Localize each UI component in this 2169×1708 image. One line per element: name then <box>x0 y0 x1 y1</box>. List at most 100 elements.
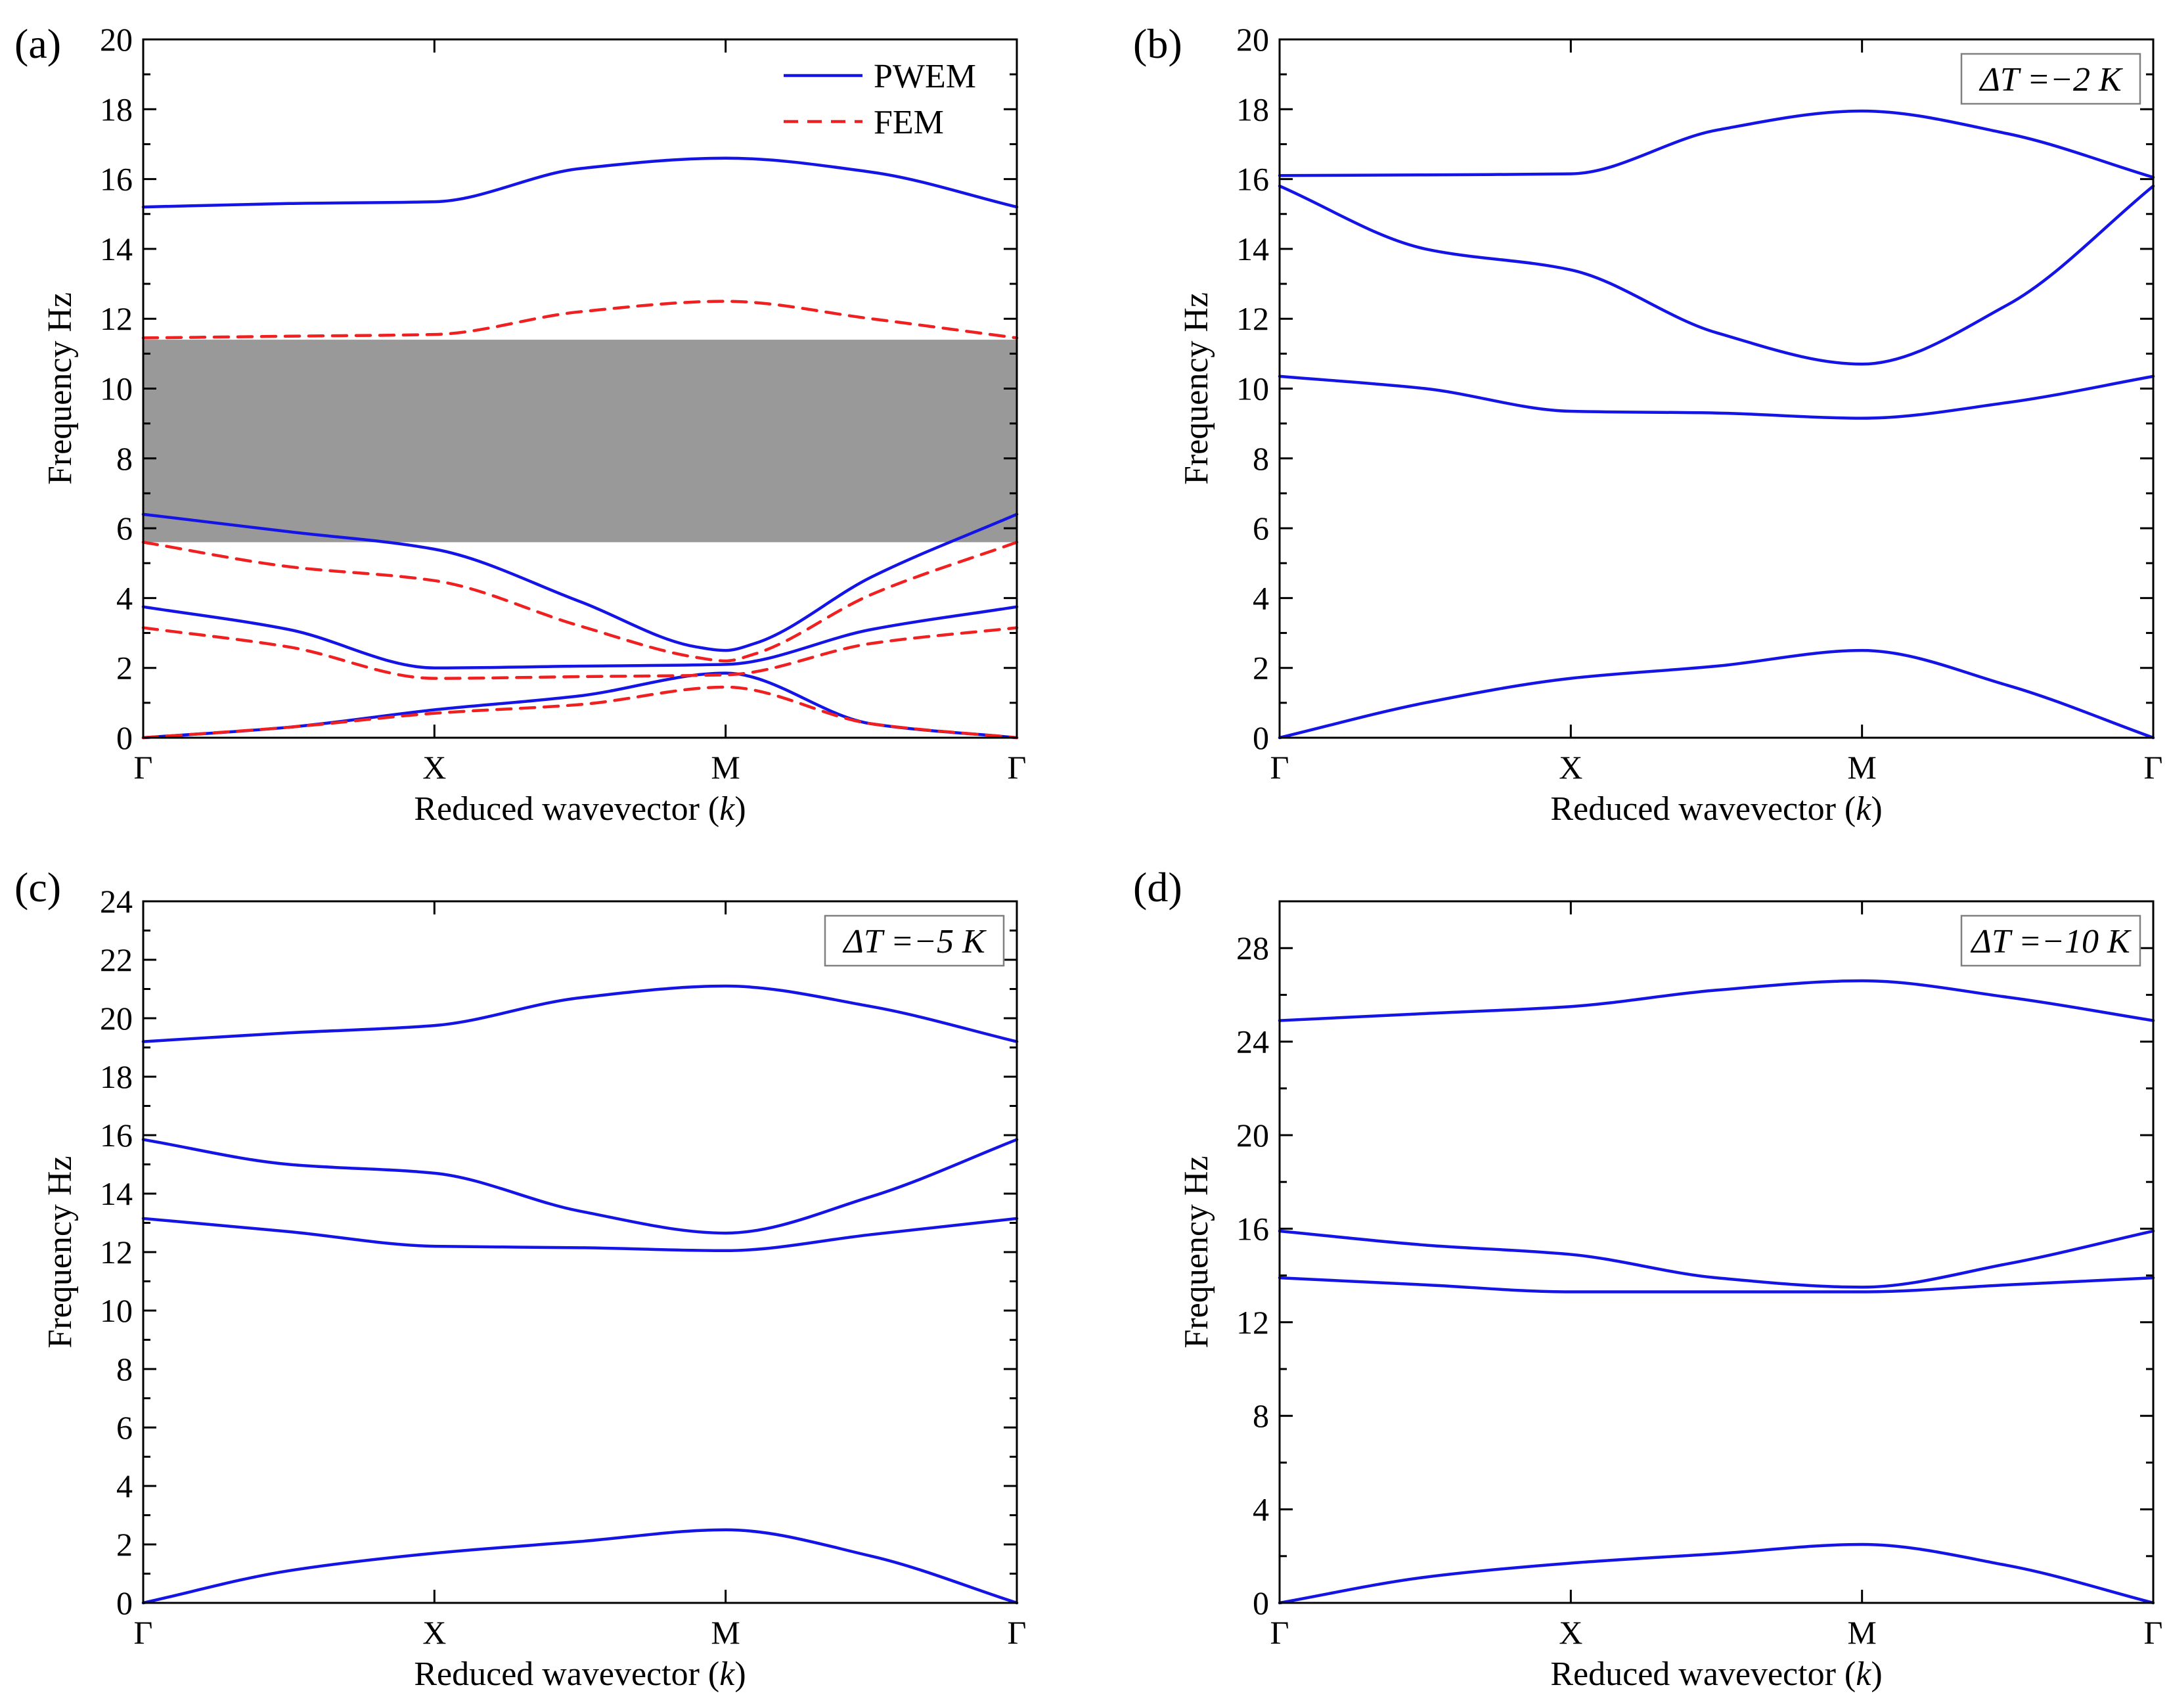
y-tick-label: 24 <box>100 883 133 920</box>
y-tick-label: 8 <box>1253 1397 1269 1434</box>
fem-band-line <box>141 626 1019 680</box>
panel-label: (c) <box>14 864 61 910</box>
x-axis-label: Reduced wavevector (k) <box>1550 1655 1882 1693</box>
plot-frame <box>1278 900 2155 1604</box>
fem-band-line <box>141 685 1019 740</box>
y-tick-label: 2 <box>116 1526 133 1563</box>
pwem-band-line <box>141 605 1019 669</box>
y-tick-label: 20 <box>1236 1117 1269 1154</box>
annotation-box <box>1960 914 2141 967</box>
chart-panel-4: (d) 0 4 8 12 16 20 24 28 Γ X M Γ Reduced wavevector (… <box>1133 864 2162 1693</box>
pwem-band-line <box>1278 979 2155 1022</box>
fem-band-line <box>141 541 1019 663</box>
plot-frame <box>142 38 1018 739</box>
x-axis-label-prefix: Reduced wavevector ( <box>1550 1655 1856 1693</box>
y-tick-label: 18 <box>1236 91 1269 127</box>
y-tick-label: 6 <box>116 1409 133 1446</box>
x-tick-label: Γ <box>1270 749 1289 786</box>
pwem-band-line <box>141 984 1019 1043</box>
y-axis-label: Frequency Hz <box>41 1156 79 1348</box>
y-tick-label: 12 <box>1236 300 1269 337</box>
pwem-band-line <box>1278 184 2155 366</box>
y-tick-label: 12 <box>1236 1304 1269 1341</box>
x-axis-label-var: k <box>719 790 735 828</box>
x-axis-label-var: k <box>719 1655 735 1693</box>
x-tick-label: Γ <box>1008 749 1027 786</box>
x-axis-label-suffix: ) <box>1871 1655 1882 1693</box>
y-tick-label: 8 <box>116 1351 133 1387</box>
pwem-band-line <box>141 512 1019 652</box>
y-tick-label: 6 <box>1253 510 1269 547</box>
x-tick-label: Γ <box>2144 749 2163 786</box>
x-axis-label-var: k <box>1856 1655 1871 1693</box>
y-tick-label: 10 <box>100 371 133 407</box>
panel-label: (a) <box>14 20 61 67</box>
y-tick-label: 14 <box>100 1175 133 1212</box>
y-tick-label: 4 <box>1253 579 1269 616</box>
x-axis-label-suffix: ) <box>1871 790 1882 828</box>
x-tick-label: Γ <box>1270 1614 1289 1651</box>
x-tick-label: M <box>1847 1614 1876 1651</box>
y-tick-label: 24 <box>1236 1023 1269 1060</box>
x-axis-label-suffix: ) <box>734 1655 746 1693</box>
y-tick-label: 8 <box>1253 440 1269 477</box>
y-tick-label: 4 <box>1253 1491 1269 1528</box>
chart-panel-1: (a) 0 2 4 6 8 10 12 14 16 18 20 Γ X M Γ Reduced wavevect… <box>14 20 1026 828</box>
y-tick-label: 0 <box>116 1584 133 1621</box>
pwem-band-line <box>1278 109 2155 179</box>
x-tick-label: Γ <box>2144 1614 2163 1651</box>
y-tick-label: 18 <box>100 1058 133 1095</box>
x-axis-label-suffix: ) <box>734 790 746 828</box>
pwem-band-line <box>1278 648 2155 740</box>
annotation-box <box>1960 53 2141 105</box>
y-tick-label: 0 <box>1253 719 1269 756</box>
y-tick-label: 10 <box>1236 371 1269 407</box>
x-tick-label: M <box>1847 749 1876 786</box>
x-tick-label: X <box>1559 1614 1582 1651</box>
annotation-box <box>824 914 1005 967</box>
y-tick-label: 20 <box>1236 21 1269 58</box>
y-tick-label: 12 <box>100 1234 133 1270</box>
y-tick-label: 0 <box>116 719 133 756</box>
pwem-band-line <box>1278 374 2155 420</box>
legend-label: PWEM <box>874 58 976 95</box>
pwem-band-line <box>1278 1276 2155 1293</box>
x-axis-label-var: k <box>1856 790 1871 828</box>
y-tick-label: 20 <box>100 1000 133 1037</box>
x-axis-label-prefix: Reduced wavevector ( <box>414 790 719 828</box>
plot-frame <box>142 900 1018 1604</box>
y-tick-label: 16 <box>1236 161 1269 198</box>
pwem-band-line <box>141 1138 1019 1235</box>
pwem-band-line <box>1278 1542 2155 1605</box>
y-tick-label: 16 <box>1236 1210 1269 1247</box>
y-axis-label: Frequency Hz <box>41 292 79 485</box>
y-tick-label: 2 <box>116 650 133 686</box>
x-axis-label: Reduced wavevector (k) <box>414 790 746 828</box>
pwem-band-line <box>141 156 1019 209</box>
pwem-band-line <box>141 1528 1019 1605</box>
x-tick-label: M <box>711 1614 740 1651</box>
annotation-text: ΔT =−2 K <box>1979 61 2123 99</box>
y-tick-label: 28 <box>1236 930 1269 966</box>
x-tick-label: Γ <box>134 1614 153 1651</box>
x-tick-label: Γ <box>1008 1614 1027 1651</box>
y-tick-label: 2 <box>1253 650 1269 686</box>
y-tick-label: 16 <box>100 161 133 198</box>
y-tick-label: 10 <box>100 1292 133 1329</box>
x-tick-label: X <box>422 1614 446 1651</box>
legend-label: FEM <box>874 104 944 141</box>
y-tick-label: 14 <box>1236 231 1269 267</box>
plot-frame <box>1278 38 2155 739</box>
y-tick-label: 22 <box>100 941 133 978</box>
y-tick-label: 4 <box>116 579 133 616</box>
y-axis-label: Frequency Hz <box>1178 292 1215 485</box>
y-tick-label: 12 <box>100 300 133 337</box>
x-axis-label-prefix: Reduced wavevector ( <box>414 1655 719 1693</box>
x-tick-label: X <box>1559 749 1582 786</box>
x-tick-label: X <box>422 749 446 786</box>
y-tick-label: 16 <box>100 1117 133 1154</box>
fem-band-line <box>141 300 1019 340</box>
y-axis-label: Frequency Hz <box>1178 1156 1215 1348</box>
x-axis-label: Reduced wavevector (k) <box>1550 790 1882 828</box>
